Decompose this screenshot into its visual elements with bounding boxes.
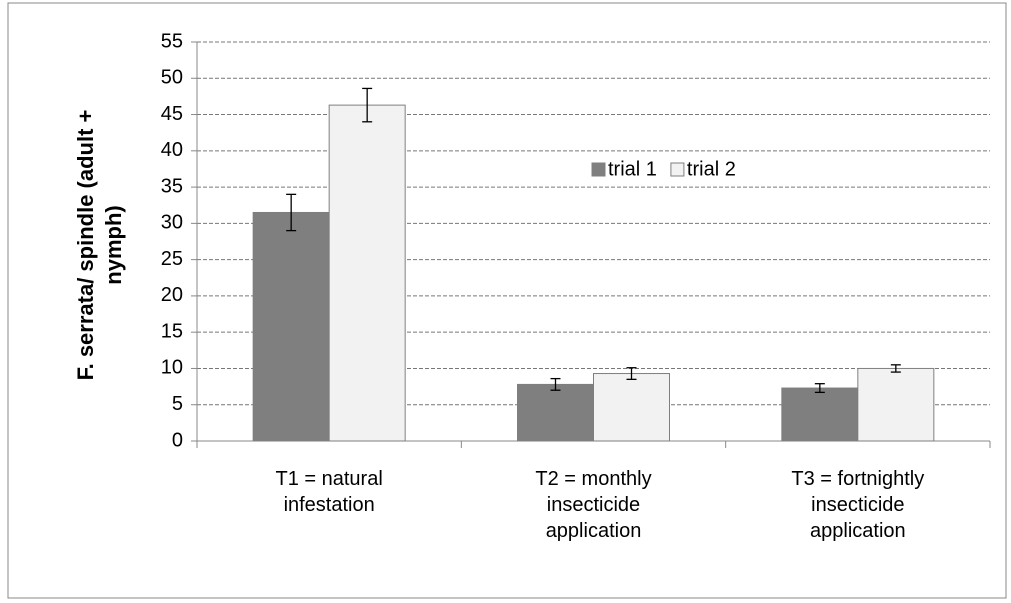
error-bar <box>286 193 297 232</box>
bar <box>857 367 935 442</box>
bar <box>593 373 670 442</box>
y-tick-label: 25 <box>161 248 183 270</box>
bar <box>328 104 406 442</box>
y-tick-label: 10 <box>161 357 183 379</box>
bar <box>781 387 859 442</box>
x-tick-label: T3 = fortnightly insecticide application <box>791 468 925 542</box>
legend-swatch <box>670 162 685 177</box>
x-tick-label: T1 = natural infestation <box>275 468 383 516</box>
y-tick-label: 35 <box>161 175 183 197</box>
y-tick-label: 30 <box>161 212 183 234</box>
y-tick-label: 5 <box>172 393 183 415</box>
bar <box>252 211 330 442</box>
y-tick-label: 50 <box>161 67 183 89</box>
legend-swatch <box>591 162 606 177</box>
error-bar <box>626 367 637 380</box>
y-axis-label: F. serrata/ spindle (adult + nymph) <box>73 109 126 381</box>
y-tick-label: 40 <box>161 139 183 161</box>
y-tick-label: 0 <box>172 429 183 451</box>
error-bar <box>362 87 373 123</box>
y-tick-label: 55 <box>161 30 183 52</box>
chart-border <box>7 2 1007 599</box>
legend-label: trial 2 <box>687 158 736 180</box>
error-bar <box>890 364 901 373</box>
error-bar <box>550 377 561 391</box>
y-tick-label: 45 <box>161 103 183 125</box>
x-tick-label: T2 = monthly insecticide application <box>535 468 652 542</box>
legend-label: trial 1 <box>608 158 657 180</box>
y-tick-label: 20 <box>161 284 183 306</box>
y-tick-label: 15 <box>161 320 183 342</box>
bar <box>517 383 594 442</box>
error-bar <box>814 383 825 394</box>
